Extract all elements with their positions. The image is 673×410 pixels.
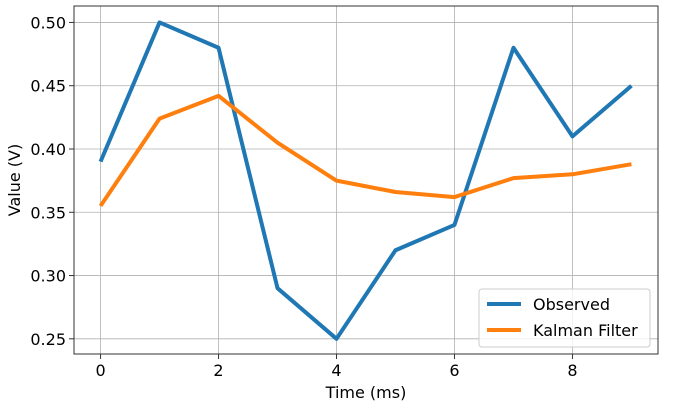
plot-frame	[73, 5, 659, 355]
legend-label-observed: Observed	[533, 295, 610, 314]
x-tick-label: 6	[449, 361, 459, 380]
legend: Observed Kalman Filter	[478, 288, 651, 348]
y-axis: 0.25 0.30 0.35 0.40 0.45 0.50	[30, 13, 74, 349]
y-tick-label: 0.30	[30, 267, 66, 286]
legend-box	[478, 288, 651, 348]
y-tick-label: 0.50	[30, 13, 66, 32]
y-tick-label: 0.25	[30, 330, 66, 349]
series-line-kalman-filter	[98, 93, 632, 208]
y-axis-label: Value (V)	[5, 144, 24, 216]
series-lines	[98, 20, 633, 341]
series-line-observed	[98, 20, 633, 341]
grid	[74, 6, 658, 354]
x-axis-label: Time (ms)	[325, 383, 407, 402]
x-tick-label: 2	[213, 361, 223, 380]
x-tick-label: 4	[331, 361, 341, 380]
x-tick-label: 8	[567, 361, 577, 380]
x-tick-label: 0	[95, 361, 105, 380]
y-tick-label: 0.40	[30, 140, 66, 159]
y-tick-label: 0.35	[30, 203, 66, 222]
legend-label-kalman: Kalman Filter	[533, 321, 638, 340]
x-axis: 0 2 4 6 8	[95, 354, 578, 380]
y-tick-label: 0.45	[30, 77, 66, 96]
